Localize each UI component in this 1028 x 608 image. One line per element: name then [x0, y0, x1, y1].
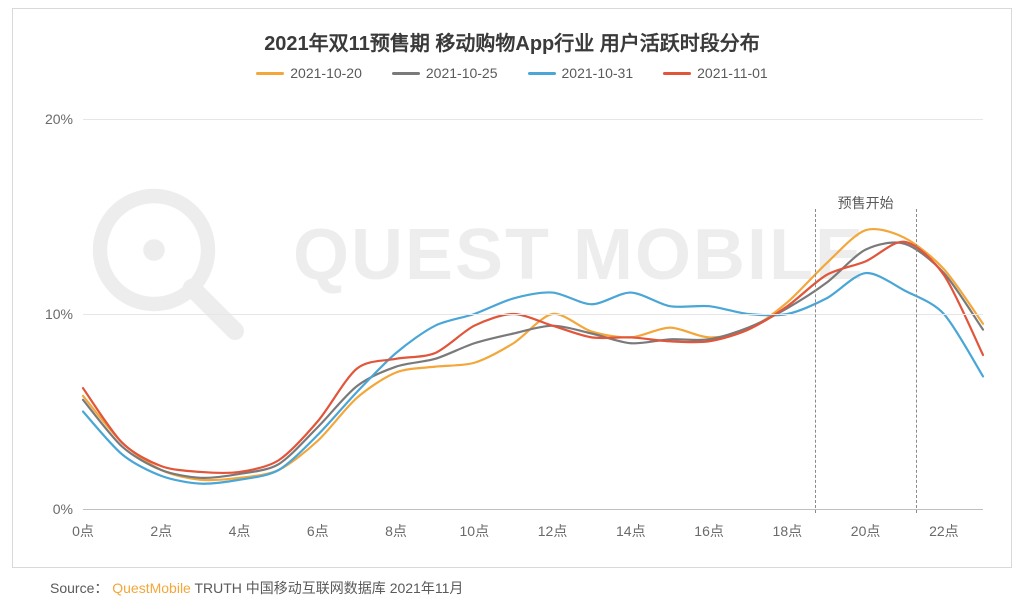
x-tick-label: 16点 [694, 521, 724, 541]
series-line [83, 243, 983, 478]
chart-title: 2021年双11预售期 移动购物App行业 用户活跃时段分布 [13, 27, 1011, 56]
source-brand: QuestMobile [112, 580, 191, 596]
legend-swatch [528, 72, 556, 75]
annotation-label: 预售开始 [838, 193, 894, 213]
plot-area: 0%10%20%0点2点4点6点8点10点12点14点16点18点20点22点预… [83, 119, 983, 509]
source-suffix: TRUTH 中国移动互联网数据库 2021年11月 [194, 580, 463, 596]
x-tick-label: 10点 [460, 521, 490, 541]
legend-swatch [663, 72, 691, 75]
x-tick-label: 0点 [72, 521, 94, 541]
legend-swatch [256, 72, 284, 75]
legend-label: 2021-10-31 [562, 65, 634, 81]
legend-swatch [392, 72, 420, 75]
x-tick-label: 14点 [616, 521, 646, 541]
legend: 2021-10-20 2021-10-25 2021-10-31 2021-11-01 [13, 65, 1011, 81]
legend-item: 2021-10-25 [392, 65, 498, 81]
y-tick-label: 0% [53, 501, 73, 517]
legend-label: 2021-11-01 [697, 65, 768, 81]
x-tick-label: 4点 [229, 521, 251, 541]
x-tick-label: 18点 [773, 521, 803, 541]
chart-frame: 2021年双11预售期 移动购物App行业 用户活跃时段分布 2021-10-2… [12, 8, 1012, 568]
x-tick-label: 12点 [538, 521, 568, 541]
x-tick-label: 6点 [307, 521, 329, 541]
series-line [83, 273, 983, 484]
annotation-vline [916, 209, 917, 513]
source-line: Source： QuestMobile TRUTH 中国移动互联网数据库 202… [50, 578, 463, 598]
legend-item: 2021-10-20 [256, 65, 362, 81]
x-tick-label: 8点 [385, 521, 407, 541]
series-line [83, 242, 983, 473]
legend-item: 2021-11-01 [663, 65, 768, 81]
annotation-vline [815, 209, 816, 513]
legend-label: 2021-10-25 [426, 65, 498, 81]
grid-line [83, 314, 983, 315]
grid-line [83, 119, 983, 120]
x-tick-label: 22点 [929, 521, 959, 541]
legend-label: 2021-10-20 [290, 65, 362, 81]
y-tick-label: 10% [45, 306, 73, 322]
source-prefix: Source： [50, 580, 108, 596]
x-tick-label: 2点 [150, 521, 172, 541]
legend-item: 2021-10-31 [528, 65, 634, 81]
y-tick-label: 20% [45, 111, 73, 127]
grid-line [83, 509, 983, 510]
x-tick-label: 20点 [851, 521, 881, 541]
